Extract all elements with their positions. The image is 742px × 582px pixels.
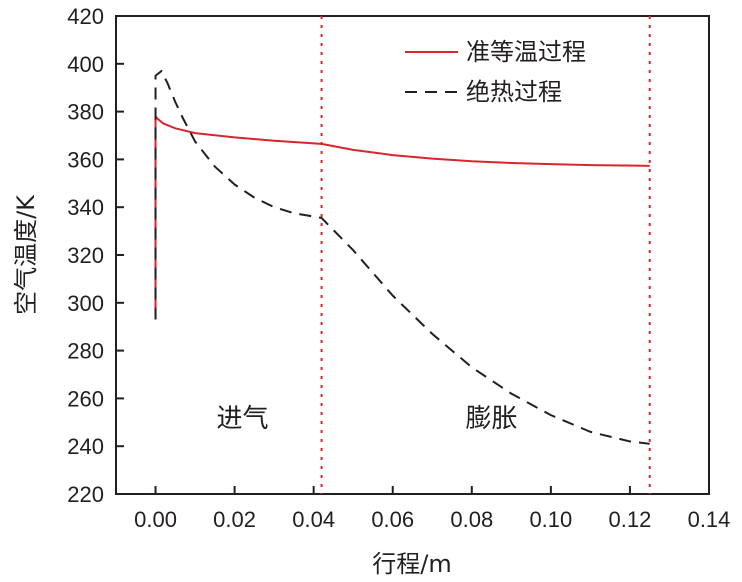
y-tick-label: 280 <box>67 339 104 364</box>
y-tick-label: 240 <box>67 434 104 459</box>
series-line-isothermal <box>154 115 650 320</box>
x-tick-label: 0.00 <box>134 507 177 532</box>
axis-ticks <box>116 15 710 495</box>
x-axis-title: 行程/m <box>372 550 451 578</box>
y-tick-label: 340 <box>67 195 104 220</box>
x-tick-label: 0.08 <box>450 507 493 532</box>
tick-labels: 0.00 0.02 0.04 0.06 0.08 0.10 0.12 0.14 220 240 26… <box>67 4 730 532</box>
reference-lines <box>320 16 651 494</box>
y-tick-label: 260 <box>67 386 104 411</box>
y-tick-label: 420 <box>67 4 104 29</box>
y-tick-label: 320 <box>67 243 104 268</box>
x-tick-label: 0.02 <box>213 507 256 532</box>
y-tick-label: 360 <box>67 147 104 172</box>
x-tick-label: 0.10 <box>529 507 572 532</box>
y-tick-label: 400 <box>67 52 104 77</box>
legend: 准等温过程 绝热过程 <box>405 38 586 106</box>
series-layer <box>154 69 650 445</box>
legend-label-adiabatic: 绝热过程 <box>466 78 562 106</box>
x-tick-label: 0.06 <box>371 507 414 532</box>
x-tick-label: 0.14 <box>688 507 731 532</box>
plot-frame <box>115 15 710 495</box>
x-tick-label: 0.12 <box>609 507 652 532</box>
y-tick-label: 380 <box>67 100 104 125</box>
series-line-adiabatic <box>154 69 650 445</box>
y-tick-label: 220 <box>67 482 104 507</box>
annotation-expansion: 膨胀 <box>466 404 518 434</box>
annotation-intake: 进气 <box>216 404 268 434</box>
y-tick-label: 300 <box>67 291 104 316</box>
x-tick-label: 0.04 <box>292 507 335 532</box>
legend-label-isothermal: 准等温过程 <box>466 38 586 66</box>
y-axis-title: 空气温度/K <box>12 194 40 315</box>
